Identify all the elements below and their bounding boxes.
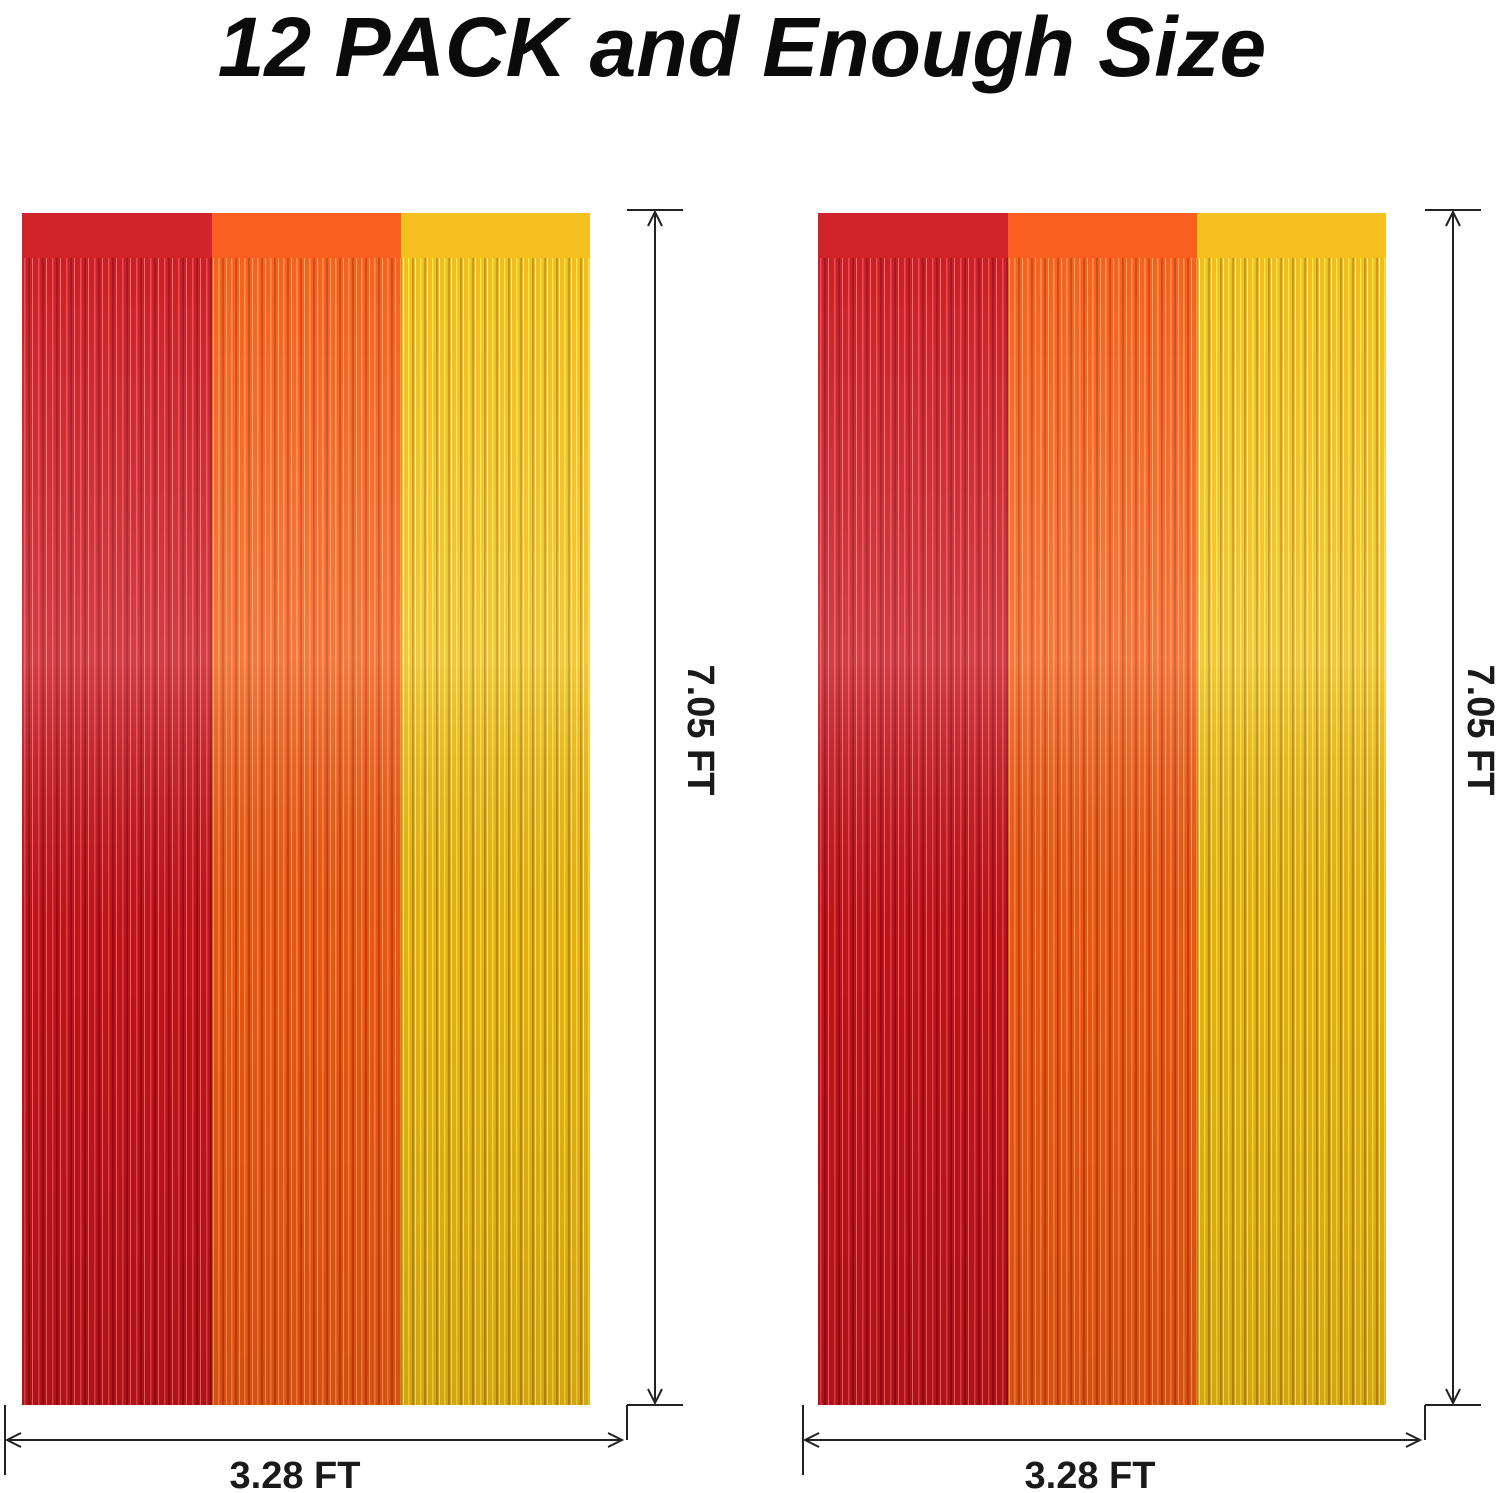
curtain-image	[22, 213, 590, 1405]
width-label: 3.28 FT	[230, 1455, 361, 1493]
curtain-image	[818, 213, 1386, 1405]
curtain-panel: 7.05 FT 3.28 FT	[802, 209, 1500, 1493]
title: 12 PACK and Enough Size	[218, 0, 1267, 94]
curtain-panel: 7.05 FT 3.28 FT	[4, 209, 721, 1493]
width-label: 3.28 FT	[1025, 1455, 1156, 1493]
height-label: 7.05 FT	[679, 665, 721, 796]
height-label: 7.05 FT	[1459, 665, 1500, 796]
